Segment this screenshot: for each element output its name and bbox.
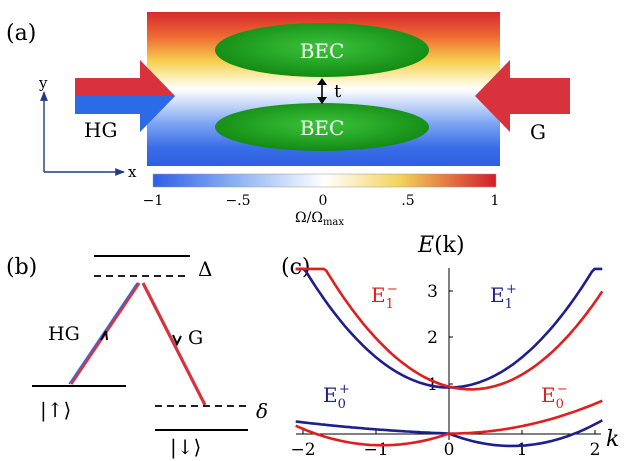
axis-ticks [302,290,596,434]
y-axis-label: E(k) [417,233,465,258]
bec-top-label: BEC [300,39,345,63]
curve-e1-minus [295,267,604,391]
detuning-delta-lower: δ [256,399,268,423]
detuning-delta-upper: Δ [198,257,212,281]
axis-y-label: y [38,74,48,92]
colorbar-tick: −1 [143,193,164,209]
panel-b: (b) Δ HG G |↑⟩ δ |↓⟩ [6,255,268,460]
x-tick-label: 2 [590,440,601,460]
state-up-label: |↑⟩ [40,398,71,423]
transition-g-label: G [188,327,203,349]
colorbar-tick: −.5 [225,193,250,209]
x-axis-label: k [606,427,619,452]
bec-bottom-cloud [215,103,429,151]
y-tick-label: 2 [427,328,438,348]
beam-hg-label: HG [84,118,117,142]
x-tick-label: 1 [517,440,528,460]
tunneling-arrow [317,78,327,104]
transition-hg [68,282,141,385]
axes-icon [40,91,125,176]
transition-g [141,282,207,406]
colorbar-label: Ω/Ωmax [295,210,344,228]
transition-hg-label: HG [48,323,80,345]
colorbar-tick: 0 [319,193,328,209]
beam-g-label: G [530,120,546,144]
panel-c-label: (c) [281,255,311,280]
x-tick-label: −1 [363,440,388,460]
x-tick-label: −2 [290,440,315,460]
bec-top-cloud [215,23,429,77]
label-e0-minus: E0− [541,382,568,412]
tunneling-label: t [334,81,342,102]
colorbar-tick: 1 [491,193,500,209]
panel-a: (a) BEC BEC t HG G y x −1 −.5 [6,12,570,228]
colorbar-tick: .5 [401,193,414,209]
panel-a-label: (a) [6,21,36,46]
beam-g-arrow [475,60,570,132]
colorbar [152,173,497,188]
bec-bottom-label: BEC [300,116,345,140]
panel-b-label: (b) [6,255,37,280]
panel-c: (c) E(k) −2 −1 0 1 2 1 2 3 k E1− E1+ E0+ [281,233,619,460]
y-tick-label: 3 [427,282,438,302]
curve-e0-minus [295,399,603,447]
state-down-label: |↓⟩ [170,435,201,460]
label-e0-plus: E0+ [323,382,350,412]
axis-x-label: x [128,163,137,181]
beam-hg-arrow [75,60,175,132]
label-e1-minus: E1− [371,282,398,312]
label-e1-plus: E1+ [490,282,517,312]
x-tick-label: 0 [444,440,455,460]
